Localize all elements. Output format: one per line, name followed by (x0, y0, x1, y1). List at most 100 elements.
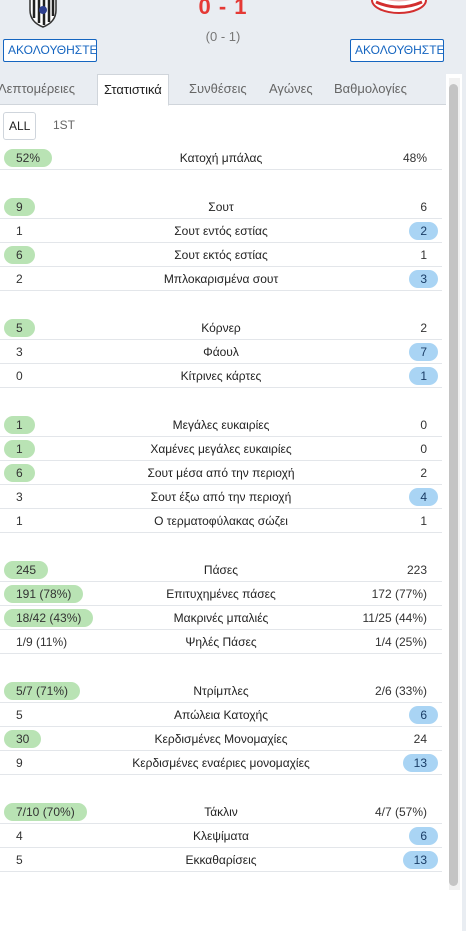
away-value: 6 (409, 706, 438, 724)
halftime-score: (0 - 1) (205, 29, 241, 44)
stat-row-possession-lost: 5 Απώλεια Κατοχής 6 (0, 703, 442, 727)
tab-matches[interactable]: Αγώνες (269, 81, 313, 96)
away-value: 6 (420, 200, 427, 214)
away-value: 1 (420, 248, 427, 262)
home-value: 6 (4, 246, 35, 264)
home-value: 1 (16, 224, 23, 238)
stat-row-crosses: 1/9 (11%) Ψηλές Πάσες 1/4 (25%) (0, 630, 442, 654)
stat-row-blocked-shots: 2 Μπλοκαρισμένα σουτ 3 (0, 267, 442, 291)
home-value: 1 (4, 416, 35, 434)
away-value: 24 (413, 732, 427, 746)
away-value: 6 (409, 827, 438, 845)
stat-row-goalkeeper-saves: 1 Ο τερματοφύλακας σώζει 1 (0, 509, 442, 533)
away-team-crest-icon (370, 0, 428, 18)
away-value: 1 (420, 514, 427, 528)
stat-label: Κερδισμένες Μονομαχίες (154, 732, 288, 746)
tab-lineups[interactable]: Συνθέσεις (189, 81, 247, 96)
away-value: 223 (406, 563, 427, 577)
home-value: 4 (16, 829, 23, 843)
tab-period-all[interactable]: ALL (3, 112, 37, 140)
tab-period-first-half[interactable]: 1ST (53, 118, 76, 132)
stat-row-tackles: 7/10 (70%) Τάκλιν 4/7 (57%) (0, 800, 442, 824)
stat-label: Κατοχή μπάλας (179, 151, 263, 165)
home-value: 18/42 (43%) (4, 609, 94, 627)
stat-label: Μακρινές μπαλιές (173, 611, 269, 625)
stat-label: Σουτ μέσα από την περιοχή (147, 466, 295, 480)
away-value: 2/6 (33%) (374, 684, 427, 698)
away-value: 3 (409, 270, 438, 288)
period-tabs: ALL 1ST (0, 112, 446, 140)
stat-label: Ο τερματοφύλακας σώζει (154, 514, 288, 528)
match-tabs: Λεπτομέρειες Στατιστικά Συνθέσεις Αγώνες… (0, 74, 446, 106)
follow-away-team-button[interactable]: ΑΚΟΛΟΥΘΗΣΤΕ (350, 39, 445, 62)
home-value: 2 (16, 272, 23, 286)
stat-label: Κόρνερ (201, 321, 241, 335)
tab-statistics[interactable]: Στατιστικά (97, 74, 169, 106)
stat-row-clearances: 5 Εκκαθαρίσεις 13 (0, 848, 442, 872)
away-value: 2 (420, 321, 427, 335)
follow-home-team-button[interactable]: ΑΚΟΛΟΥΘΗΣΤΕ (3, 39, 98, 62)
away-value: 2 (420, 466, 427, 480)
tab-details[interactable]: Λεπτομέρειες (0, 81, 76, 96)
stat-label: Ντρίμπλες (193, 684, 249, 698)
home-value: 0 (16, 369, 23, 383)
stat-label: Εκκαθαρίσεις (185, 853, 257, 867)
stat-label: Τάκλιν (204, 805, 238, 819)
stat-label: Σουτ εκτός εστίας (174, 248, 268, 262)
stat-row-shots-inside-box: 6 Σουτ μέσα από την περιοχή 2 (0, 461, 442, 485)
stat-label: Κερδισμένες εναέριες μονομαχίες (132, 756, 310, 770)
stat-row-shots-outside-box: 3 Σουτ έξω από την περιοχή 4 (0, 485, 442, 509)
away-value: 7 (409, 343, 438, 361)
stat-row-duels-won: 30 Κερδισμένες Μονομαχίες 24 (0, 727, 442, 751)
stat-row-dribbles: 5/7 (71%) Ντρίμπλες 2/6 (33%) (0, 679, 442, 703)
away-value: 48% (402, 151, 427, 165)
home-value: 9 (4, 198, 35, 216)
away-value: 4/7 (57%) (374, 805, 427, 819)
home-value: 5 (16, 853, 23, 867)
away-value: 11/25 (44%) (362, 611, 427, 625)
window-edge (462, 0, 466, 931)
home-value: 3 (16, 345, 23, 359)
stat-row-interceptions: 4 Κλεψίματα 6 (0, 824, 442, 848)
stat-label: Μεγάλες ευκαιρίες (172, 418, 270, 432)
stat-label: Απώλεια Κατοχής (173, 708, 268, 722)
away-value: 4 (409, 488, 438, 506)
stat-label: Σουτ έξω από την περιοχή (150, 490, 292, 504)
home-value: 245 (4, 561, 49, 579)
home-value: 9 (16, 756, 23, 770)
stat-label: Σουτ εντός εστίας (174, 224, 268, 238)
away-value: 2 (409, 222, 438, 240)
tab-standings[interactable]: Βαθμολογίες (334, 81, 407, 96)
home-value: 30 (4, 730, 42, 748)
stat-row-big-chances: 1 Μεγάλες ευκαιρίες 0 (0, 413, 442, 437)
stat-label: Φάουλ (203, 345, 239, 359)
stat-row-yellow-cards: 0 Κίτρινες κάρτες 1 (0, 364, 442, 388)
stat-row-aerial-duels-won: 9 Κερδισμένες εναέριες μονομαχίες 13 (0, 751, 442, 775)
home-value: 5 (4, 319, 35, 337)
away-value: 172 (77%) (371, 587, 427, 601)
away-value: 0 (420, 442, 427, 456)
scrollbar-thumb[interactable] (449, 84, 458, 886)
match-score: 0 - 1 (198, 0, 248, 19)
home-team-crest-icon (28, 0, 58, 28)
away-value: 13 (402, 754, 438, 772)
home-value: 7/10 (70%) (4, 803, 87, 821)
stat-label: Επιτυχημένες πάσες (166, 587, 276, 601)
away-value: 13 (402, 851, 438, 869)
stat-row-possession: 52% Κατοχή μπάλας 48% (0, 146, 442, 170)
stat-row-passes: 245 Πάσες 223 (0, 558, 442, 582)
home-value: 6 (4, 464, 35, 482)
home-value: 1 (16, 514, 23, 528)
match-header: 0 - 1 (0 - 1) ΑΚΟΛΟΥΘΗΣΤΕ ΑΚΟΛΟΥΘΗΣΤΕ (0, 0, 466, 74)
home-value: 52% (4, 149, 53, 167)
stat-label: Πάσες (203, 563, 239, 577)
home-value: 1/9 (11%) (16, 635, 68, 649)
stat-label: Κλεψίματα (193, 829, 249, 843)
stat-row-fouls: 3 Φάουλ 7 (0, 340, 442, 364)
stat-row-shots: 9 Σουτ 6 (0, 195, 442, 219)
stat-label: Κίτρινες κάρτες (180, 369, 262, 383)
stat-row-big-chances-missed: 1 Χαμένες μεγάλες ευκαιρίες 0 (0, 437, 442, 461)
away-value: 1 (409, 367, 438, 385)
home-value: 1 (4, 440, 35, 458)
stat-row-long-balls: 18/42 (43%) Μακρινές μπαλιές 11/25 (44%) (0, 606, 442, 630)
